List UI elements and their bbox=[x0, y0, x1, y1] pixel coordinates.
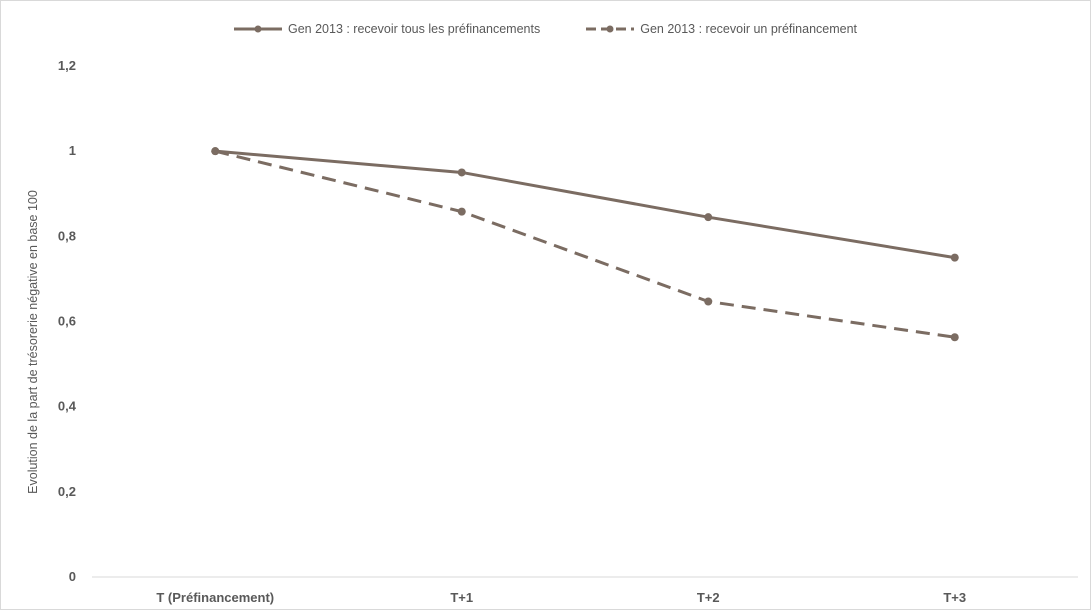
series-line-2 bbox=[214, 149, 955, 339]
y-tick-label: 1 bbox=[69, 143, 76, 158]
series-line-1 bbox=[215, 149, 955, 260]
legend-swatch-solid bbox=[233, 25, 282, 33]
y-tick-label: 0,4 bbox=[58, 399, 77, 414]
x-tick-label: T+3 bbox=[943, 590, 966, 605]
legend-item-series-1: Gen 2013 : recevoir tous les préfinancem… bbox=[233, 22, 541, 36]
legend-swatch-dashed bbox=[586, 25, 635, 33]
legend-item-series-2: Gen 2013 : recevoir un préfinancement bbox=[586, 22, 857, 36]
series-1-point bbox=[457, 168, 466, 177]
legend-label-series-2: Gen 2013 : recevoir un préfinancement bbox=[640, 22, 858, 36]
y-tick-label: 0,8 bbox=[58, 228, 76, 243]
series-1-point bbox=[950, 253, 959, 262]
y-tick-label: 0,2 bbox=[58, 484, 76, 499]
y-tick-label: 0 bbox=[69, 569, 76, 584]
y-axis-label: Evolution de la part de trésorerie négat… bbox=[26, 190, 40, 494]
series-2-point bbox=[457, 207, 466, 216]
legend-label-series-1: Gen 2013 : recevoir tous les préfinancem… bbox=[287, 22, 541, 36]
x-tick-label: T (Préfinancement) bbox=[156, 590, 274, 605]
chart-legend: Gen 2013 : recevoir tous les préfinancem… bbox=[0, 22, 1091, 36]
series-2-point bbox=[704, 297, 713, 306]
series-2-point bbox=[950, 333, 959, 342]
y-tick-label: 1,2 bbox=[58, 58, 76, 73]
y-tick-label: 0,6 bbox=[58, 314, 76, 329]
series-2-point bbox=[211, 147, 220, 156]
x-tick-label: T+1 bbox=[450, 590, 473, 605]
series-1-point bbox=[704, 213, 713, 222]
x-tick-label: T+2 bbox=[697, 590, 720, 605]
